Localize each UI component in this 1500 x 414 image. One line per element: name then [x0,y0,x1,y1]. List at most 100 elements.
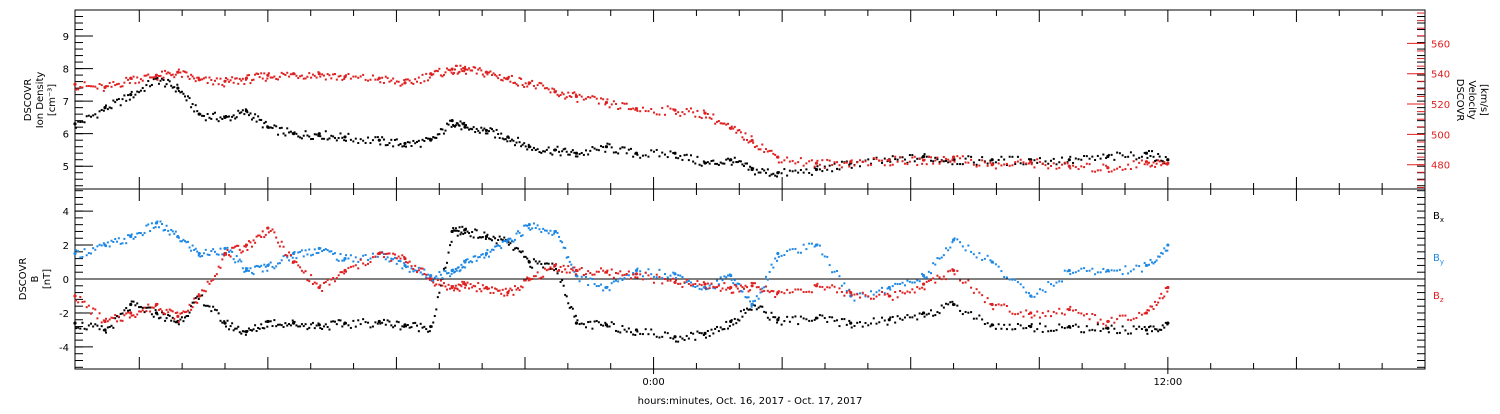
bx-trace-dot [319,327,322,330]
density-trace-dot [831,170,834,173]
bx-trace-dot [799,315,802,318]
bz-trace-dot [741,286,744,289]
density-trace-dot [278,127,281,130]
bz-trace-dot [836,291,839,294]
by-trace-dot [310,254,313,257]
velocity-point [129,76,133,80]
bx-trace-dot [112,326,115,329]
bz-trace-dot [964,281,967,284]
by-trace-dot [949,246,952,249]
bx-trace-dot [983,323,986,326]
bz-trace-dot [1077,311,1080,314]
bx-trace-dot [481,236,484,239]
bz-trace-dot [615,271,617,274]
velocity-trace-dot [382,81,385,84]
bx-trace-dot [263,327,266,330]
density-point [291,132,296,136]
by-point [1029,294,1033,298]
velocity-trace-dot [439,74,442,77]
by-trace-dot [459,269,462,272]
by-trace-dot [886,287,889,290]
bx-trace-dot [1022,327,1025,330]
density-trace-dot [750,166,753,169]
velocity-trace-dot [864,160,867,163]
velocity-trace-dot [949,160,952,163]
by-trace-dot [761,287,764,290]
density-trace-dot [636,153,639,156]
density-trace-dot [182,92,185,95]
bz-trace-dot [458,289,461,292]
density-trace-dot [349,138,352,141]
density-trace-dot [161,77,164,80]
density-trace-dot [574,155,577,158]
velocity-trace-dot [719,122,722,125]
bx-trace-dot [302,325,305,328]
bx-trace-dot [606,325,609,328]
bx-trace-dot [559,280,562,283]
bx-trace-dot [580,322,583,325]
by-trace-dot [240,260,243,263]
velocity-trace-dot [889,164,892,167]
bx-trace-dot [392,326,395,329]
density-trace-dot [286,127,289,130]
velocity-trace-dot [585,97,587,100]
density-trace-dot [610,146,613,149]
bx-trace-dot [367,321,370,324]
velocity-trace-dot [108,81,111,84]
bx-trace-dot [838,325,841,328]
velocity-trace-dot [1147,161,1150,164]
bz-trace-dot [453,287,456,290]
velocity-trace-dot [608,106,611,109]
by-trace-dot [432,279,435,282]
velocity-trace-dot [1158,160,1161,163]
bz-trace-dot [899,290,902,293]
bx-trace-dot [972,317,975,320]
density-trace-dot [246,111,249,114]
bz-trace-dot [179,312,182,315]
bz-trace-dot [257,234,260,237]
by-point [1166,243,1170,247]
bx-trace-dot [452,227,455,230]
bz-trace-dot [894,291,897,294]
by-trace-dot [750,305,753,308]
top-panel-frame [74,9,1426,190]
density-trace-dot [559,154,562,157]
bx-point [223,321,227,325]
density-trace-dot [439,128,442,131]
bx-trace-dot [504,239,507,242]
velocity-trace-dot [165,72,168,75]
density-trace-dot [1066,161,1069,164]
by-trace-dot [906,279,909,282]
bx-trace-dot [938,312,941,315]
bz-trace-dot [872,297,875,300]
velocity-trace-dot [311,73,314,76]
velocity-trace-dot [727,122,730,125]
by-trace-dot [1147,263,1150,266]
velocity-trace-dot [152,76,155,79]
bx-trace-dot [634,333,637,336]
by-point [673,272,677,276]
bz-trace-dot [258,234,261,237]
bz-trace-dot [460,285,463,288]
velocity-trace-dot [816,159,819,162]
bx-trace-dot [947,303,950,306]
velocity-trace-dot [1072,164,1075,167]
bz-trace-dot [580,267,583,270]
density-trace-dot [247,114,250,117]
bz-trace-dot [187,309,190,312]
bx-trace-dot [201,294,204,297]
bz-trace-dot [83,300,86,303]
velocity-trace-dot [487,71,490,74]
by-trace-dot [772,266,775,269]
velocity-trace-dot [632,107,635,110]
bx-trace-dot [690,331,692,334]
velocity-trace-dot [951,158,954,161]
velocity-trace-dot [717,120,720,123]
bx-trace-dot [433,315,436,318]
velocity-point [604,100,609,105]
bx-trace-dot [379,322,382,325]
bx-trace-dot [159,316,162,319]
density-trace-dot [936,158,939,161]
velocity-trace-dot [332,73,335,76]
velocity-trace-dot [116,83,119,86]
